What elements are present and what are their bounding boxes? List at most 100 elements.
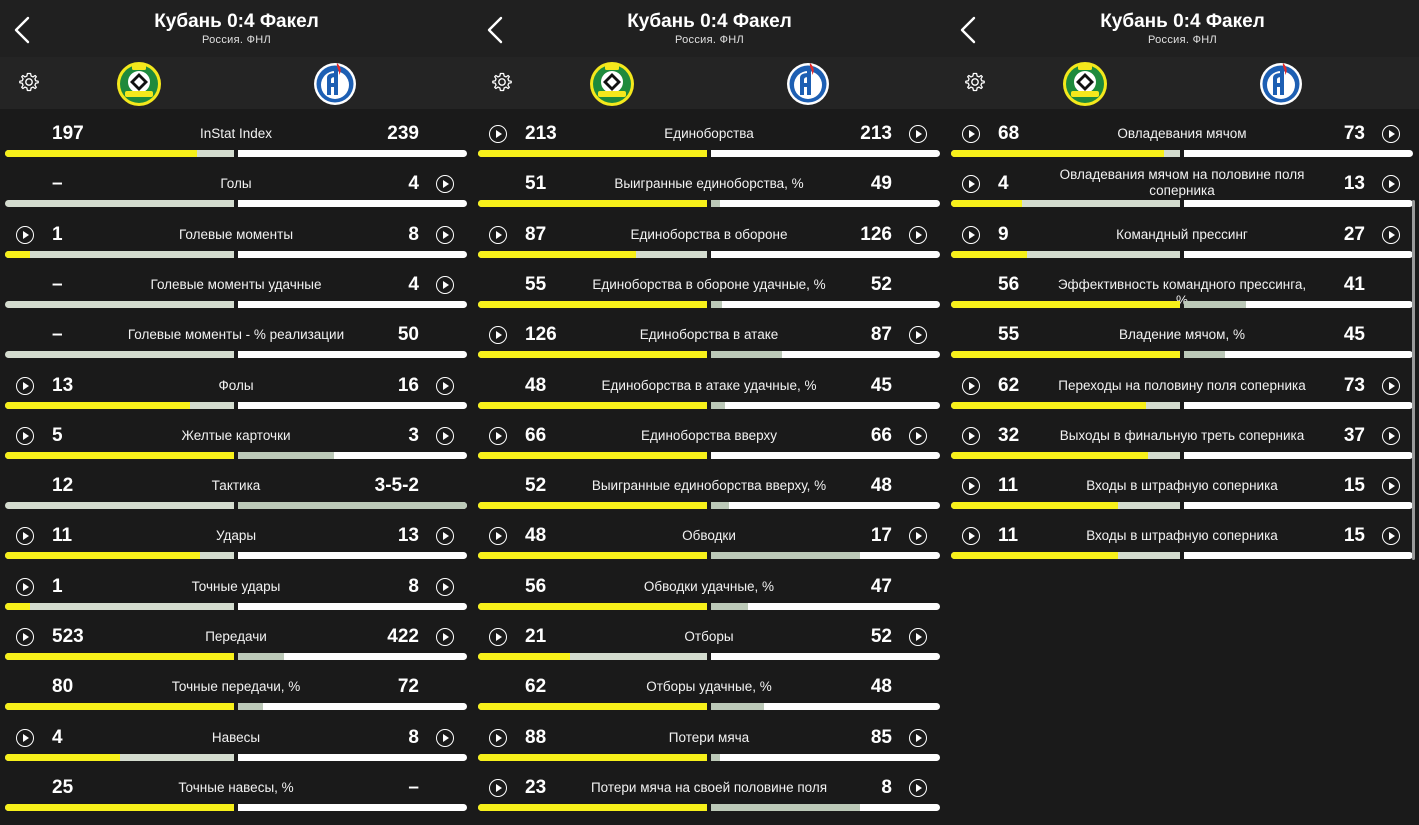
- play-video-icon-home[interactable]: [489, 778, 507, 797]
- stat-row: 51 Выигранные единоборства, % 49: [473, 159, 946, 209]
- play-video-icon-away[interactable]: [909, 326, 927, 345]
- play-video-icon-home[interactable]: [489, 628, 507, 646]
- away-bar-track: [1184, 552, 1413, 560]
- stat-row: 62 Переходы на половину поля соперника 73: [946, 361, 1419, 411]
- play-video-icon-home[interactable]: [16, 527, 34, 546]
- comparison-bar: [5, 401, 467, 409]
- play-video-icon-away[interactable]: [1382, 125, 1400, 143]
- play-video-icon-home[interactable]: [16, 426, 34, 445]
- play-video-icon-away[interactable]: [909, 728, 927, 747]
- comparison-bar: [951, 451, 1413, 459]
- play-video-icon-away[interactable]: [436, 728, 454, 747]
- play-video-icon-away[interactable]: [909, 778, 927, 797]
- away-bar-track: [238, 502, 467, 510]
- away-bar-fill: [711, 200, 720, 208]
- home-bar-track: [951, 300, 1180, 308]
- play-video-icon-home[interactable]: [962, 125, 980, 143]
- play-video-icon-away[interactable]: [1382, 376, 1400, 395]
- play-video-icon-away[interactable]: [436, 376, 454, 395]
- play-video-icon-home[interactable]: [962, 527, 980, 546]
- play-video-icon-home[interactable]: [16, 728, 34, 747]
- play-video-icon-home[interactable]: [962, 225, 980, 244]
- home-bar-track: [951, 552, 1180, 560]
- back-icon[interactable]: [958, 16, 978, 44]
- home-bar-track: [5, 552, 234, 560]
- play-video-icon-home[interactable]: [16, 225, 34, 244]
- play-video-icon-away[interactable]: [436, 225, 454, 244]
- away-bar-track: [238, 300, 467, 308]
- away-bar-track: [1184, 401, 1413, 409]
- play-video-icon-home[interactable]: [962, 426, 980, 445]
- stat-row: 25 Точные навесы, % –: [0, 763, 473, 813]
- play-video-icon-away[interactable]: [436, 527, 454, 546]
- play-video-icon-home[interactable]: [16, 628, 34, 646]
- play-video-icon-home[interactable]: [489, 527, 507, 546]
- play-video-icon-away[interactable]: [909, 426, 927, 445]
- comparison-bar: [5, 653, 467, 660]
- play-video-icon-home[interactable]: [489, 426, 507, 445]
- play-video-icon-home[interactable]: [16, 376, 34, 395]
- play-video-icon-away[interactable]: [1382, 477, 1400, 496]
- play-video-icon-away[interactable]: [1382, 426, 1400, 445]
- home-value: –: [52, 324, 63, 346]
- back-icon[interactable]: [485, 16, 505, 44]
- play-video-icon-away[interactable]: [1382, 175, 1400, 194]
- away-bar-track: [711, 552, 940, 560]
- stat-row: 23 Потери мяча на своей половине поля 8: [473, 763, 946, 813]
- play-video-icon-home[interactable]: [489, 728, 507, 747]
- home-value: 62: [998, 374, 1020, 396]
- gear-icon[interactable]: [964, 71, 986, 93]
- away-value: 45: [1343, 324, 1365, 346]
- away-value: 41: [1343, 273, 1365, 295]
- home-bar-fill: [478, 351, 707, 359]
- away-value: 49: [870, 173, 892, 195]
- play-video-icon-away[interactable]: [909, 225, 927, 244]
- stat-row: 4 Навесы 8: [0, 713, 473, 763]
- play-video-icon-away[interactable]: [909, 628, 927, 646]
- home-bar-track: [478, 602, 707, 610]
- play-video-icon-away[interactable]: [909, 527, 927, 546]
- play-video-icon-away[interactable]: [1382, 527, 1400, 546]
- stat-label: Отборы: [684, 629, 734, 644]
- away-value: 17: [870, 525, 892, 547]
- away-value: 48: [870, 475, 892, 497]
- scrollbar[interactable]: [1412, 200, 1415, 560]
- home-team-logo: [1062, 61, 1108, 107]
- home-value: 9: [998, 223, 1009, 245]
- play-video-icon-away[interactable]: [436, 628, 454, 646]
- play-video-icon-away[interactable]: [436, 275, 454, 294]
- play-video-icon-away[interactable]: [436, 577, 454, 596]
- play-video-icon-away[interactable]: [1382, 225, 1400, 244]
- home-bar-fill: [478, 653, 570, 660]
- play-video-icon-home[interactable]: [489, 125, 507, 143]
- stat-row: 13 Фолы 16: [0, 361, 473, 411]
- away-bar-fill: [711, 502, 729, 510]
- comparison-bar: [5, 803, 467, 811]
- home-value: 56: [998, 273, 1020, 295]
- play-video-icon-away[interactable]: [436, 175, 454, 194]
- gear-icon[interactable]: [18, 71, 40, 93]
- stat-label: Голевые моменты: [178, 226, 294, 242]
- away-value: 8: [408, 223, 419, 245]
- home-bar-track: [5, 653, 234, 660]
- play-video-icon-home[interactable]: [16, 577, 34, 596]
- away-bar-track: [1184, 150, 1413, 157]
- play-video-icon-away[interactable]: [436, 426, 454, 445]
- home-bar-fill: [478, 250, 636, 258]
- back-icon[interactable]: [12, 16, 32, 44]
- home-value: 197: [52, 123, 84, 144]
- play-video-icon-home[interactable]: [489, 225, 507, 244]
- home-bar-fill: [5, 753, 120, 761]
- gear-icon[interactable]: [491, 71, 513, 93]
- stat-label: Овладевания мячом: [1117, 126, 1247, 141]
- match-header: Кубань 0:4 Факел Россия. ФНЛ: [0, 0, 473, 57]
- play-video-icon-away[interactable]: [909, 125, 927, 143]
- away-bar-track: [711, 300, 940, 308]
- play-video-icon-home[interactable]: [962, 477, 980, 496]
- home-value: 66: [525, 424, 547, 446]
- play-video-icon-home[interactable]: [489, 326, 507, 345]
- stat-row: 523 Передачи 422: [0, 612, 473, 662]
- play-video-icon-home[interactable]: [962, 175, 980, 194]
- comparison-bar: [951, 502, 1413, 510]
- play-video-icon-home[interactable]: [962, 376, 980, 395]
